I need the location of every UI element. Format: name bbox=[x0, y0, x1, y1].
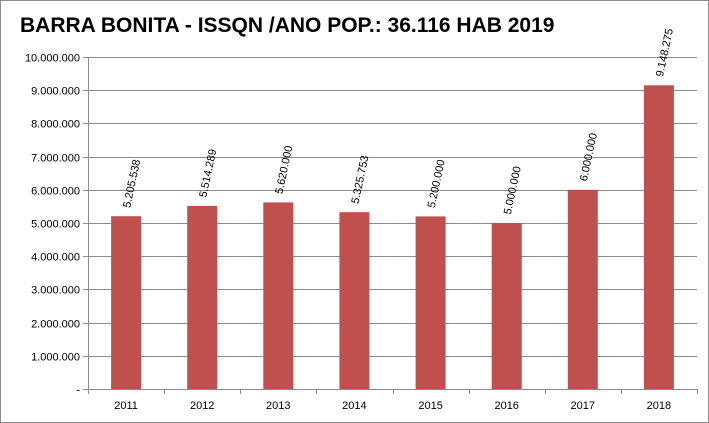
bar-2012 bbox=[187, 205, 218, 389]
x-tick-label: 2012 bbox=[190, 400, 214, 412]
y-tick-label: 10.000.000 bbox=[25, 53, 80, 65]
bar-2017 bbox=[567, 189, 598, 389]
data-label-2013: 5.620.000 bbox=[273, 145, 295, 195]
axes: - 1.000.000 2.000.000 3.000.000 4.000.000 5.0… bbox=[25, 53, 698, 412]
bar-2014 bbox=[339, 212, 370, 389]
bar-2011 bbox=[111, 216, 142, 389]
x-tick-label: 2014 bbox=[342, 400, 366, 412]
y-tick-label: 6.000.000 bbox=[31, 186, 80, 198]
data-label-2014: 5.325.753 bbox=[350, 154, 372, 204]
data-label-2018: 9.148.275 bbox=[654, 28, 676, 78]
x-tick-label: 2011 bbox=[114, 400, 138, 412]
data-label-2011: 5.205.538 bbox=[121, 158, 143, 208]
bar-2015 bbox=[415, 216, 446, 389]
y-tick-label: 5.000.000 bbox=[31, 219, 80, 231]
y-tick-label: 4.000.000 bbox=[31, 252, 80, 264]
x-tick-label: 2018 bbox=[647, 400, 671, 412]
y-tick-label: 8.000.000 bbox=[31, 119, 80, 131]
bar-2016 bbox=[491, 223, 522, 389]
y-tick-label: 1.000.000 bbox=[31, 352, 80, 364]
x-tick-label: 2016 bbox=[494, 400, 518, 412]
x-tick-label: 2017 bbox=[571, 400, 595, 412]
y-tick-label: 9.000.000 bbox=[31, 86, 80, 98]
bars bbox=[111, 85, 674, 390]
y-tick-label: 2.000.000 bbox=[31, 319, 80, 331]
y-tick-label: 7.000.000 bbox=[31, 153, 80, 165]
data-label-2015: 5.200.000 bbox=[426, 159, 448, 209]
data-labels: 5.205.538 5.514.289 5.620.000 5.325.753 5.20… bbox=[121, 28, 676, 216]
gridlines bbox=[88, 57, 697, 357]
bar-2013 bbox=[263, 202, 294, 389]
chart-title: BARRA BONITA - ISSQN /ANO POP.: 36.116 H… bbox=[20, 14, 555, 37]
x-tick-label: 2013 bbox=[266, 400, 290, 412]
bar-2018 bbox=[643, 85, 674, 390]
x-tick-label: 2015 bbox=[418, 400, 442, 412]
y-tick-label: 3.000.000 bbox=[31, 285, 80, 297]
y-tick-label: - bbox=[76, 385, 80, 397]
